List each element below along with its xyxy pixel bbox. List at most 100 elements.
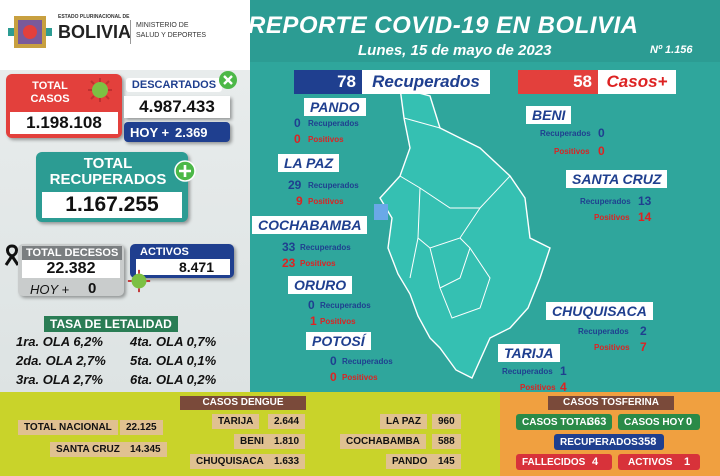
- dept-tarija-pos-word: Positivos: [520, 383, 556, 392]
- decesos-hoy-value: 0: [88, 280, 97, 297]
- dengue-item-5-value: 588: [432, 434, 461, 449]
- descartados-label: DESCARTADOS: [126, 78, 222, 92]
- letalidad-row-2-right: 5ta. OLA 0,1%: [130, 353, 217, 368]
- decesos-value: 22.382: [22, 260, 120, 278]
- dept-beni-recuperados: 0: [598, 126, 605, 140]
- tosferina-recuperados-label: RECUPERADOS: [560, 437, 638, 448]
- activos-label: ACTIVOS: [140, 246, 189, 258]
- tosferina-recuperados-value: 358: [638, 436, 657, 448]
- letalidad-row-2-left: 2da. OLA 2,7%: [16, 353, 106, 368]
- dept-cochabamba-recuperados: 33: [282, 240, 296, 254]
- total-casos-value: 1.198.108: [10, 112, 118, 134]
- dept-pando-positivos: 0: [294, 132, 301, 146]
- tosferina-recuperados-box: [554, 434, 664, 450]
- tosferina-fallecidos-label: FALLECIDOS: [522, 457, 586, 468]
- virus-icon: [86, 76, 114, 109]
- dept-chuquisaca-rec-word: Recuperados: [578, 327, 629, 336]
- dept-beni-positivos: 0: [598, 144, 605, 158]
- dengue-santa-cruz-label: SANTA CRUZ: [50, 442, 126, 457]
- decesos-hoy-label: HOY +: [30, 282, 70, 297]
- dengue-item-3-value: 1.633: [268, 454, 306, 469]
- dept-potosi-pos-word: Positivos: [342, 373, 378, 382]
- dept-lapaz-positivos: 9: [296, 194, 303, 208]
- dept-potosi-rec-word: Recuperados: [342, 357, 393, 366]
- dept-potosi-positivos: 0: [330, 370, 337, 384]
- bolivia-map: [360, 78, 560, 393]
- dengue-total-nacional-label: TOTAL NACIONAL: [18, 420, 118, 435]
- recuperados-label: TOTAL RECUPERADOS: [49, 155, 167, 188]
- dept-tarija-rec-word: Recuperados: [502, 367, 553, 376]
- dept-chuquisaca-recuperados: 2: [640, 324, 647, 338]
- logo-country: BOLIVIA: [58, 22, 132, 42]
- dengue-item-3-dept: CHUQUISACA: [190, 454, 270, 469]
- dept-cochabamba-positivos: 23: [282, 256, 296, 270]
- dept-lapaz-recuperados: 29: [288, 178, 302, 192]
- dept-santacruz-recuperados: 13: [638, 194, 652, 208]
- dept-cochabamba-pos-word: Positivos: [300, 259, 336, 268]
- ministry-line1: MINISTERIO DE: [136, 22, 189, 29]
- descartados-hoy-value: 2.369: [175, 125, 208, 140]
- tosferina-fallecidos-value: 4: [592, 456, 599, 468]
- descartados-value: 4.987.433: [124, 96, 230, 118]
- coat-of-arms-icon: [8, 10, 52, 54]
- logo-area: ESTADO PLURINACIONAL DE BOLIVIA MINISTER…: [0, 0, 250, 70]
- decesos-label: TOTAL DECESOS: [22, 246, 123, 260]
- dengue-item-1-value: 2.644: [268, 414, 306, 429]
- map-casos-count: 58: [518, 70, 598, 94]
- dept-tarija-label: TARIJA: [498, 344, 560, 362]
- tosferina-hoy-label: CASOS HOY: [624, 417, 685, 428]
- dept-pando-rec-word: Recuperados: [308, 119, 359, 128]
- letalidad-row-1-right: 4ta. OLA 0,7%: [130, 334, 217, 349]
- dept-lapaz-label: LA PAZ: [278, 154, 339, 172]
- map-recuperados-count: 78: [294, 70, 362, 94]
- dept-chuquisaca-positivos: 7: [640, 340, 647, 354]
- dengue-item-1-dept: TARIJA: [212, 414, 260, 429]
- close-icon: [218, 70, 238, 95]
- dept-pando-label: PANDO: [304, 98, 366, 116]
- dept-beni-label: BENI: [526, 106, 572, 124]
- logo-top-text: ESTADO PLURINACIONAL DE: [58, 14, 130, 20]
- descartados-hoy-box: [124, 122, 230, 142]
- dept-oruro-label: ORURO: [288, 276, 353, 294]
- dept-cochabamba-rec-word: Recuperados: [300, 243, 351, 252]
- tosferina-activos-label: ACTIVOS: [628, 457, 673, 468]
- dengue-santa-cruz-value: 14.345: [124, 442, 167, 457]
- header-banner: [215, 0, 720, 70]
- tosferina-activos-value: 1: [684, 456, 691, 468]
- dept-beni-rec-word: Recuperados: [540, 129, 591, 138]
- tosferina-activos-box: [618, 454, 700, 470]
- tosferina-hoy-value: 0: [686, 416, 693, 428]
- map-casos-label: Casos+: [598, 70, 676, 94]
- letalidad-row-3-left: 3ra. OLA 2,7%: [16, 372, 103, 387]
- dept-santacruz-rec-word: Recuperados: [580, 197, 631, 206]
- tosferina-total-label: CASOS TOTAL: [522, 417, 593, 428]
- dept-oruro-positivos: 1: [310, 314, 317, 328]
- plus-icon: [174, 160, 196, 187]
- dept-tarija-positivos: 4: [560, 380, 567, 394]
- dengue-item-2-value: 1.810: [268, 434, 306, 449]
- dengue-item-6-dept: PANDO: [386, 454, 434, 469]
- dept-oruro-rec-word: Recuperados: [320, 301, 371, 310]
- letalidad-row-1-left: 1ra. OLA 6,2%: [16, 334, 103, 349]
- dengue-title: CASOS DENGUE: [180, 396, 306, 410]
- ministry-line2: SALUD Y DEPORTES: [136, 32, 207, 39]
- dept-oruro-pos-word: Positivos: [320, 317, 356, 326]
- dept-potosi-recuperados: 0: [330, 354, 337, 368]
- dept-chuquisaca-label: CHUQUISACA: [546, 302, 653, 320]
- dept-pando-recuperados: 0: [294, 116, 301, 130]
- dept-potosi-label: POTOSÍ: [306, 332, 371, 350]
- dept-pando-pos-word: Positivos: [308, 135, 344, 144]
- dengue-total-nacional-value: 22.125: [120, 420, 163, 435]
- dept-chuquisaca-pos-word: Positivos: [594, 343, 630, 352]
- dengue-item-6-value: 145: [432, 454, 461, 469]
- activos-value: 8.471: [136, 259, 230, 275]
- dept-tarija-recuperados: 1: [560, 364, 567, 378]
- dept-oruro-recuperados: 0: [308, 298, 315, 312]
- descartados-hoy-label: HOY +: [130, 125, 170, 140]
- tosferina-hoy-box: [618, 414, 700, 430]
- dengue-item-5-dept: COCHABAMBA: [340, 434, 426, 449]
- dept-santacruz-pos-word: Positivos: [594, 213, 630, 222]
- tosferina-title: CASOS TOSFERINA: [548, 396, 674, 410]
- dept-lapaz-pos-word: Positivos: [308, 197, 344, 206]
- tosferina-fallecidos-box: [516, 454, 612, 470]
